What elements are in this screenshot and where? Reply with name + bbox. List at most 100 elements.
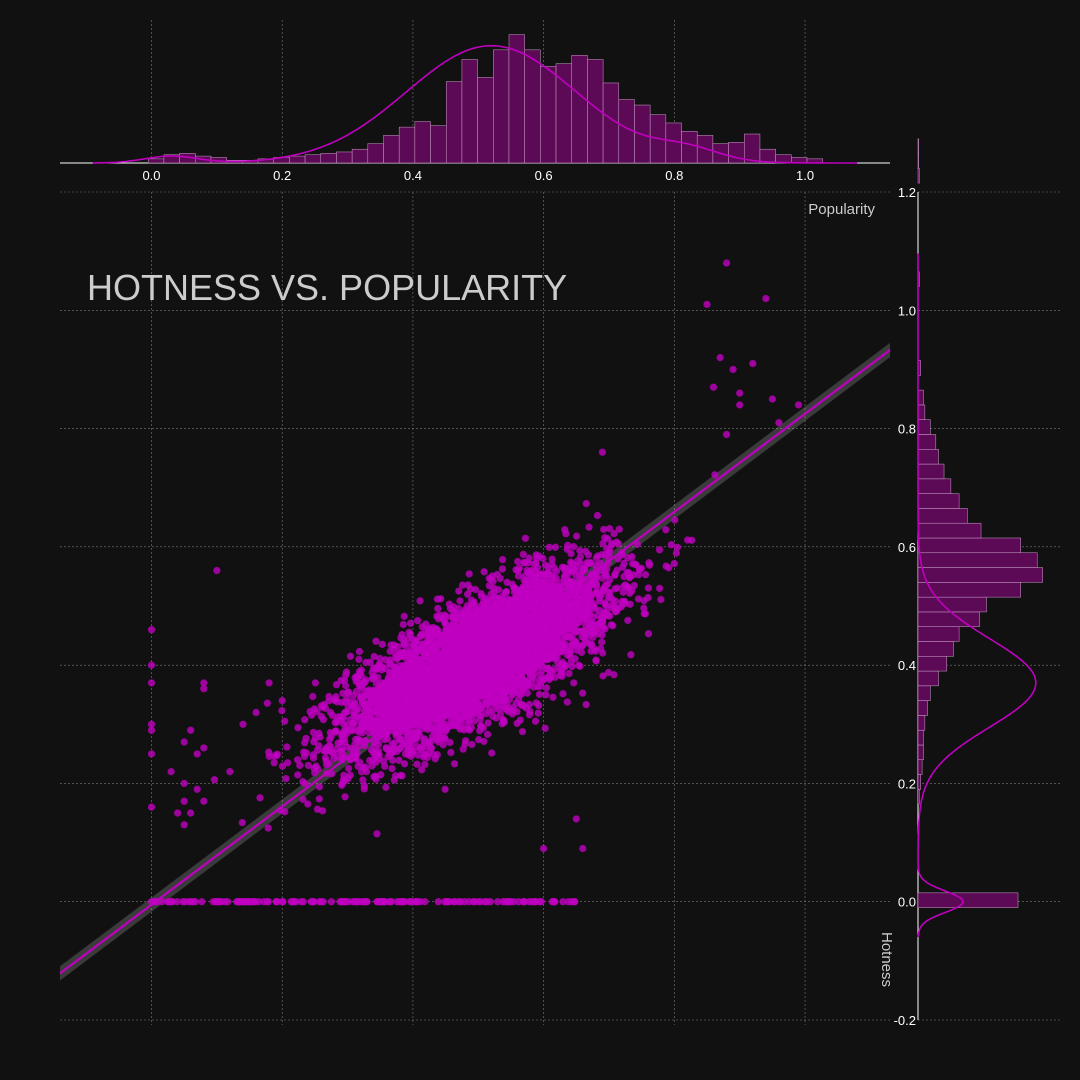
scatter-point: [332, 680, 341, 689]
scatter-point: [502, 671, 510, 680]
scatter-point: [386, 750, 394, 759]
scatter-point: [467, 596, 476, 604]
scatter-point: [527, 635, 535, 643]
scatter-point: [562, 529, 570, 538]
scatter-point: [565, 600, 573, 608]
scatter-point: [302, 734, 310, 743]
scatter-point: [301, 779, 309, 788]
scatter-point: [381, 762, 389, 770]
scatter-point: [323, 761, 331, 769]
scatter-point: [578, 632, 586, 641]
scatter-point: [488, 572, 497, 580]
scatter-point: [477, 589, 485, 598]
scatter-point: [356, 758, 364, 767]
x-histogram-bar: [571, 55, 588, 164]
scatter-point: [671, 516, 679, 524]
x-histogram-bar: [728, 142, 745, 164]
scatter-point: [529, 673, 537, 681]
scatter-point: [426, 656, 434, 665]
scatter-point: [336, 712, 345, 721]
scatter-point: [655, 584, 664, 593]
scatter-points: [147, 259, 803, 906]
scatter-point: [576, 553, 585, 561]
scatter-point: [447, 748, 455, 757]
scatter-point: [400, 760, 409, 768]
scatter-point: [465, 609, 473, 617]
scatter-point: [511, 583, 519, 592]
scatter-point: [273, 750, 281, 758]
scatter-point: [662, 562, 670, 570]
scatter-point: [516, 716, 524, 724]
scatter-point: [624, 616, 632, 625]
scatter-point: [583, 605, 592, 613]
scatter-point: [496, 574, 504, 583]
scatter-point: [667, 540, 675, 549]
scatter-point: [596, 644, 605, 653]
scatter-point: [294, 723, 302, 732]
scatter-point: [554, 630, 562, 638]
scatter-point: [341, 793, 349, 801]
scatter-point: [464, 725, 472, 733]
scatter-point: [309, 692, 317, 701]
scatter-point: [563, 565, 571, 573]
scatter-point: [419, 753, 428, 761]
scatter-point: [472, 611, 481, 619]
scatter-point: [465, 570, 473, 578]
scatter-point: [441, 619, 449, 628]
scatter-point: [598, 614, 606, 622]
scatter-point: [524, 581, 532, 590]
scatter-point: [282, 774, 290, 783]
scatter-point: [362, 658, 370, 667]
scatter-point: [456, 700, 464, 708]
scatter-point: [607, 621, 615, 629]
scatter-point: [442, 690, 450, 698]
scatter-point: [567, 558, 575, 566]
y-histogram-bar: [917, 626, 960, 642]
scatter-point: [533, 582, 541, 590]
scatter-point: [412, 637, 421, 645]
scatter-point: [528, 628, 537, 636]
scatter-point: [484, 719, 492, 727]
scatter-point: [569, 679, 578, 687]
scatter-point: [498, 685, 507, 693]
scatter-point: [534, 709, 542, 717]
scatter-point: [426, 676, 435, 684]
scatter-point: [416, 660, 424, 669]
scatter-point: [318, 807, 327, 815]
scatter-point: [301, 715, 309, 724]
scatter-point: [406, 619, 415, 627]
scatter-point: [477, 669, 485, 678]
scatter-point: [501, 589, 510, 597]
scatter-point: [542, 598, 551, 606]
scatter-point: [544, 635, 553, 644]
scatter-point: [278, 762, 287, 770]
scatter-point: [344, 764, 353, 773]
scatter-point: [465, 716, 473, 725]
y-histogram-bar: [917, 774, 921, 790]
x-histogram-bar: [445, 81, 463, 164]
x-histogram-bar: [414, 121, 431, 164]
scatter-point: [455, 587, 463, 595]
scatter-point: [374, 740, 383, 749]
scatter-point: [448, 613, 456, 621]
scatter-point: [300, 752, 309, 761]
scatter-point: [498, 555, 507, 564]
scatter-point: [421, 760, 429, 769]
scatter-point: [391, 772, 400, 780]
scatter-point: [439, 741, 447, 749]
x-histogram-bar: [555, 63, 572, 164]
scatter-point: [524, 558, 532, 567]
scatter-point: [489, 622, 497, 630]
scatter-point: [534, 619, 543, 627]
scatter-point: [418, 623, 426, 631]
scatter-point: [418, 630, 426, 638]
y-histogram-bar: [917, 404, 926, 420]
scatter-point: [499, 716, 508, 724]
scatter-point: [377, 770, 385, 779]
y-histogram-bar: [917, 611, 980, 627]
y-histogram-bar: [917, 700, 928, 716]
scatter-point: [559, 689, 567, 698]
scatter-point: [283, 743, 291, 751]
scatter-point: [410, 714, 419, 723]
scatter-point: [461, 737, 470, 745]
